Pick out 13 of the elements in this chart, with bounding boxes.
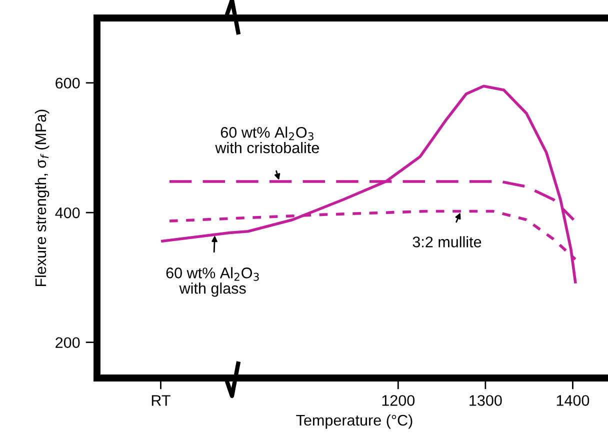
- y-tick-label: 200: [56, 337, 80, 348]
- annotation: 3:2 mullite: [412, 236, 482, 248]
- y-tick-label: 600: [56, 78, 80, 89]
- annotation: 60 wt% Al$_{2}$O$_{3}$ with cristobalite: [215, 126, 319, 154]
- x-tick-label: 1400: [556, 395, 590, 406]
- annotation: 60 wt% Al$_{2}$O$_{3}$ with glass: [166, 267, 259, 297]
- x-tick-label: 1300: [470, 395, 502, 406]
- x-tick-label: RT: [152, 395, 170, 406]
- line-series: [161, 84, 577, 284]
- x-tick-label: 1200: [382, 395, 415, 406]
- x-axis-title: Temperature (°C): [296, 414, 412, 429]
- y-axis-title: Flexure strength, σ$_{f}$ (MPa): [34, 110, 50, 286]
- y-tick-label: 400: [55, 207, 80, 218]
